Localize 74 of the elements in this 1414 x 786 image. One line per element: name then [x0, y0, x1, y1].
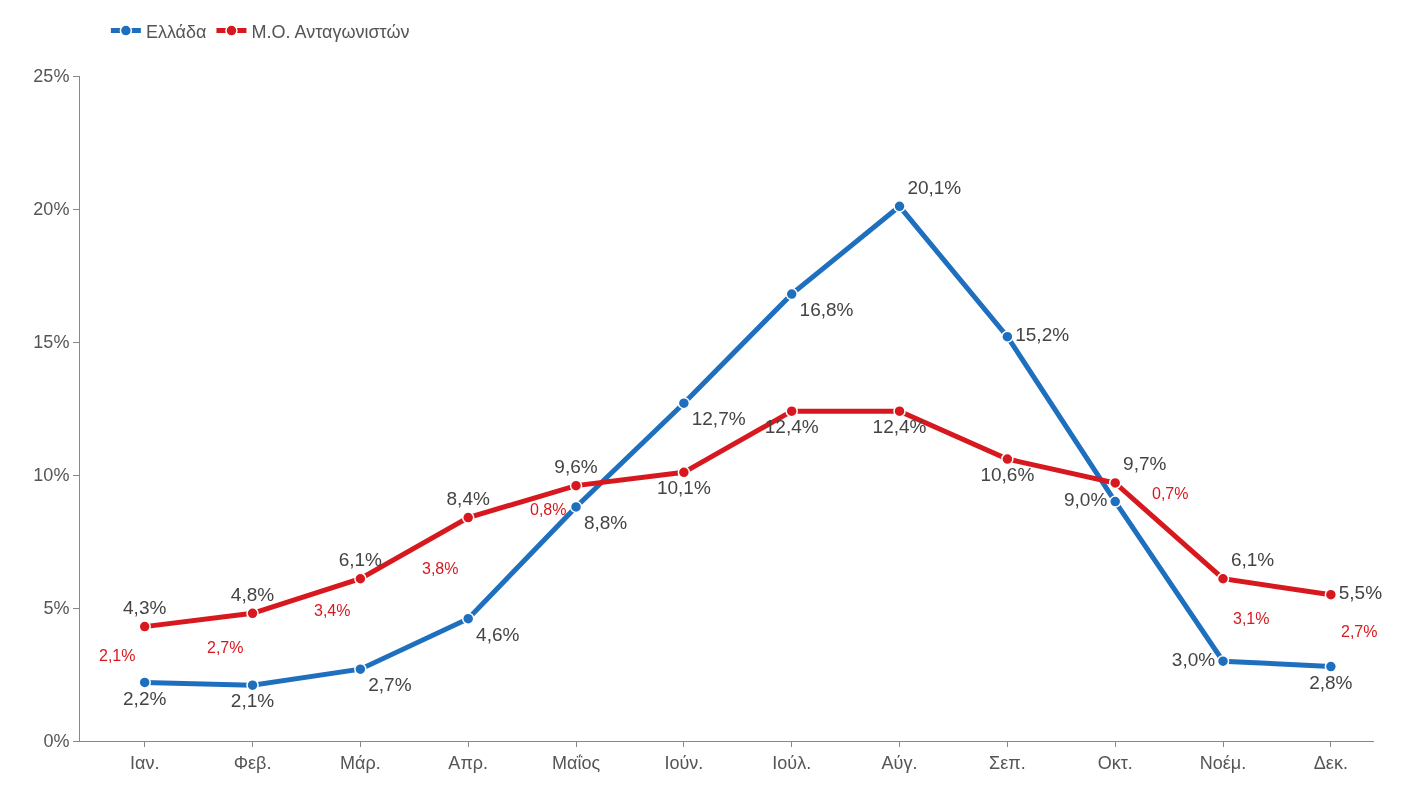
data-label: 12,4% — [872, 416, 927, 438]
point — [1001, 330, 1014, 343]
point — [354, 572, 367, 585]
data-label: 9,6% — [554, 456, 598, 478]
y-tick-label: 25% — [33, 66, 70, 87]
annotation: 3,4% — [314, 602, 351, 619]
x-tick-label: Νοέμ. — [1199, 752, 1247, 773]
data-label: 16,8% — [799, 299, 854, 321]
y-tick-label: 5% — [43, 598, 70, 619]
data-label: 6,1% — [1230, 549, 1275, 571]
data-label: 9,0% — [1064, 489, 1108, 511]
point — [461, 612, 475, 625]
point — [677, 466, 691, 479]
data-label: 3,0% — [1171, 648, 1216, 670]
point — [893, 404, 906, 418]
data-label: 2,7% — [368, 674, 412, 696]
annotation: 3,1% — [1233, 610, 1270, 627]
data-label: 2,2% — [123, 687, 167, 709]
data-label: 8,4% — [446, 487, 490, 509]
point — [246, 607, 259, 620]
data-label: 2,1% — [230, 690, 275, 712]
annotation: 3,8% — [422, 560, 459, 577]
x-tick-label: Αύγ. — [881, 752, 918, 773]
data-label: 8,8% — [583, 512, 628, 534]
x-tick-label: Σεπ. — [989, 752, 1026, 773]
x-tick-label: Ιαν. — [129, 752, 160, 773]
data-label: 9,7% — [1123, 453, 1167, 475]
point — [677, 396, 691, 410]
data-label: 12,7% — [691, 408, 746, 430]
data-label: 20,1% — [907, 176, 962, 198]
data-label: 10,6% — [980, 464, 1035, 486]
annotation: 2,7% — [207, 639, 244, 656]
point — [461, 511, 475, 524]
x-tick-label: Οκτ. — [1097, 752, 1133, 773]
data-label: 2,8% — [1309, 671, 1353, 693]
x-tick-label: Ιούν. — [664, 752, 704, 773]
x-tick-label: Μαΐος — [551, 752, 601, 773]
point — [785, 404, 798, 418]
x-tick-label: Ιούλ. — [772, 752, 812, 773]
annotation: 0,7% — [1152, 485, 1189, 502]
x-tick-label: Δεκ. — [1313, 752, 1348, 773]
point — [893, 200, 906, 213]
point — [354, 662, 367, 676]
legend-label: Μ.Ο. Ανταγωνιστών — [251, 21, 410, 42]
data-label: 10,1% — [656, 477, 711, 499]
x-tick-label: Μάρ. — [340, 752, 381, 773]
data-label: 6,1% — [338, 549, 383, 571]
point — [1324, 588, 1338, 601]
annotation: 2,7% — [1341, 623, 1378, 640]
point — [1324, 660, 1338, 673]
y-tick-label: 15% — [33, 332, 70, 353]
x-tick-label: Φεβ. — [233, 752, 272, 773]
y-tick-label: 0% — [43, 731, 70, 752]
point — [785, 287, 798, 301]
point — [569, 479, 583, 492]
data-label: 4,8% — [230, 583, 275, 605]
annotation: 0,8% — [530, 501, 567, 518]
data-label: 4,6% — [476, 623, 520, 645]
point — [1216, 572, 1230, 585]
y-tick-label: 20% — [33, 199, 70, 220]
point — [1108, 495, 1122, 508]
data-label: 15,2% — [1015, 324, 1070, 346]
annotation: 2,1% — [99, 647, 136, 664]
x-tick-label: Απρ. — [448, 752, 489, 773]
data-label: 12,4% — [764, 416, 819, 438]
point — [569, 500, 583, 514]
point — [1001, 452, 1014, 466]
point — [1216, 654, 1230, 668]
legend-label: Ελλάδα — [145, 21, 207, 42]
point — [246, 678, 259, 692]
data-label: 4,3% — [123, 596, 167, 618]
point — [1108, 476, 1122, 490]
y-tick-label: 10% — [33, 465, 70, 486]
data-label: 5,5% — [1338, 582, 1383, 604]
